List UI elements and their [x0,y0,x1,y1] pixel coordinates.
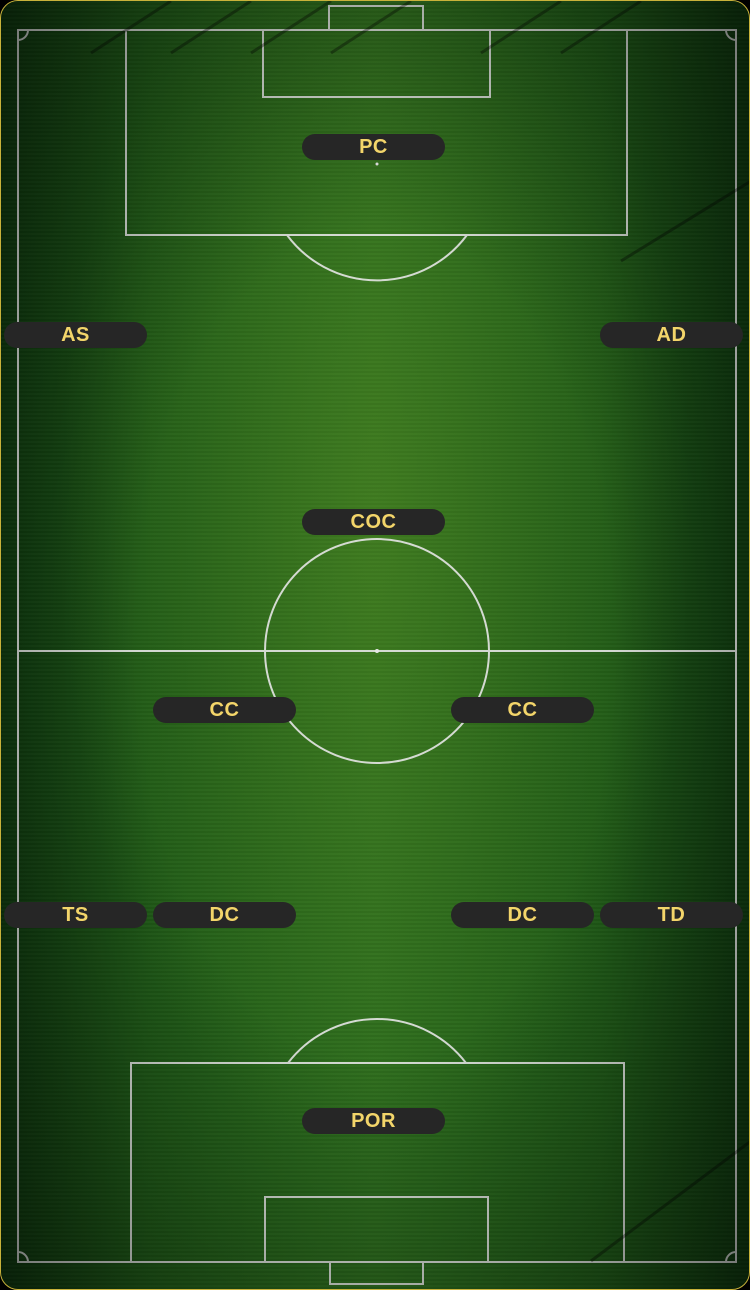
position-label: PC [359,136,388,158]
position-ts[interactable]: TS [4,902,147,928]
position-label: AD [656,324,687,346]
position-cc-right[interactable]: CC [451,697,594,723]
bottom-penalty-arc [287,1017,467,1064]
position-coc[interactable]: COC [302,509,445,535]
position-label: COC [350,511,397,533]
top-goal [328,5,424,31]
position-dc-left[interactable]: DC [153,902,296,928]
position-label: CC [507,699,538,721]
top-penalty-arc [286,234,468,282]
position-td[interactable]: TD [600,902,743,928]
center-circle [264,538,490,764]
position-label: DC [209,904,240,926]
bottom-goal [329,1261,424,1285]
position-label: TD [657,904,686,926]
position-ad[interactable]: AD [600,322,743,348]
top-penalty-area [125,29,628,236]
position-pc[interactable]: PC [302,134,445,160]
position-label: POR [351,1110,396,1132]
position-label: TS [62,904,89,926]
position-as[interactable]: AS [4,322,147,348]
bottom-penalty-area [130,1062,625,1263]
position-label: AS [61,324,90,346]
position-label: DC [507,904,538,926]
position-dc-right[interactable]: DC [451,902,594,928]
position-label: CC [209,699,240,721]
top-goal-area [262,29,491,98]
position-por[interactable]: POR [302,1108,445,1134]
bottom-goal-area [264,1196,489,1263]
position-cc-left[interactable]: CC [153,697,296,723]
